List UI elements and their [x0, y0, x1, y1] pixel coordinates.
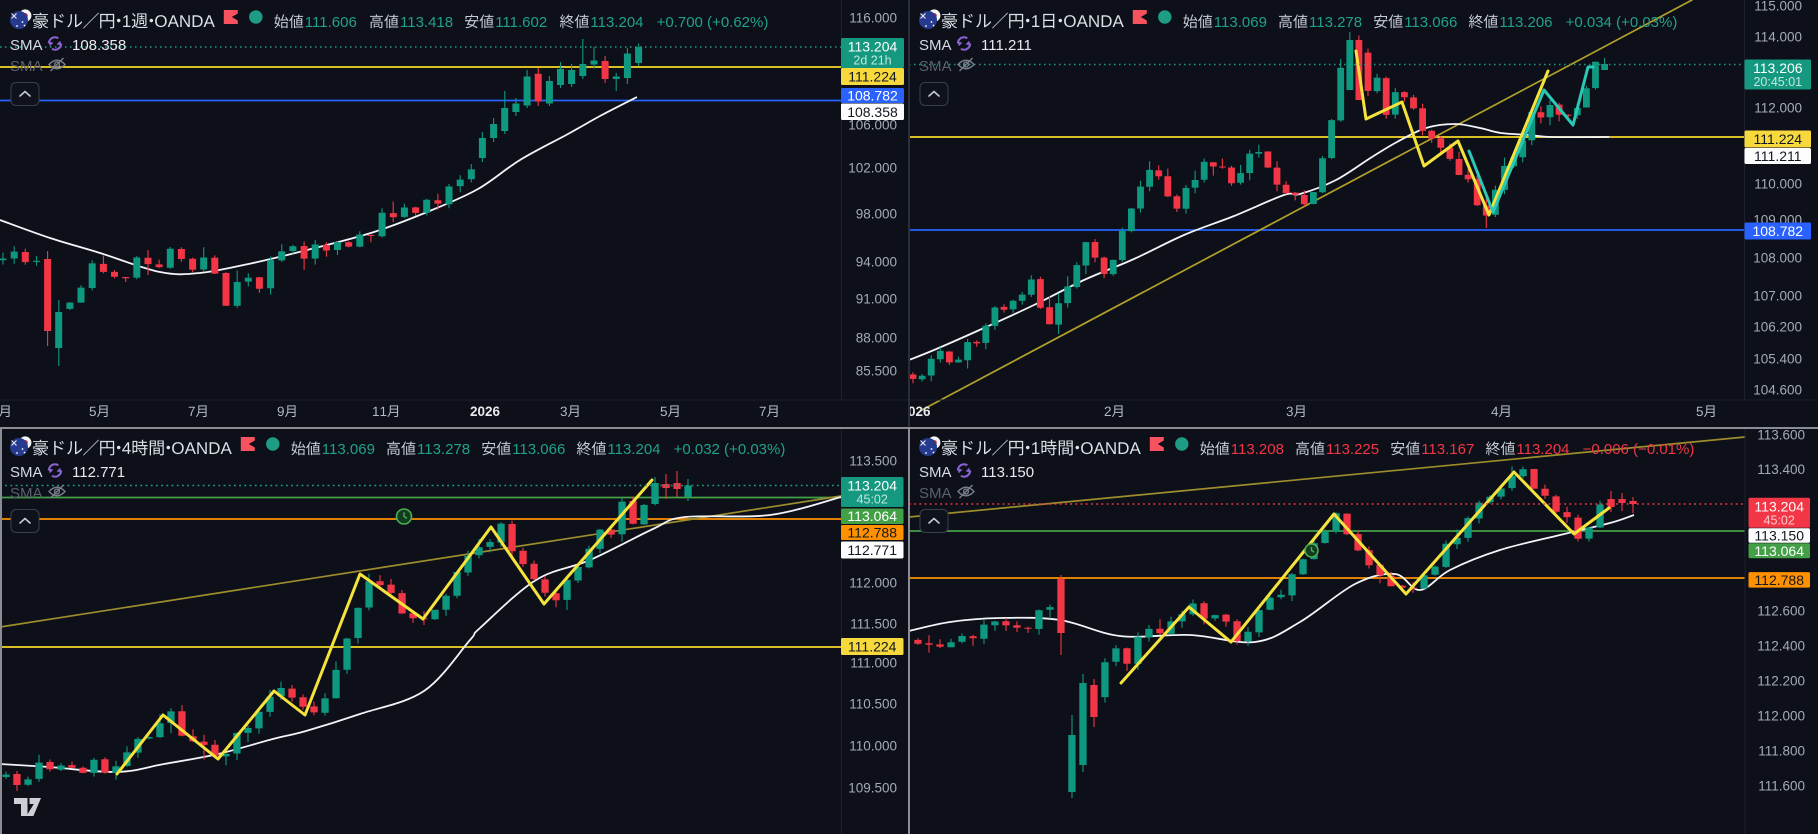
- svg-text:114.000: 114.000: [1754, 30, 1802, 45]
- svg-text:108.000: 108.000: [1753, 251, 1802, 266]
- svg-text:112.400: 112.400: [1757, 639, 1805, 654]
- svg-text:113.500: 113.500: [849, 454, 897, 469]
- svg-text:113.418: 113.418: [400, 14, 453, 31]
- svg-text:112.200: 112.200: [1757, 674, 1805, 689]
- svg-text:SMA: SMA: [10, 58, 43, 75]
- svg-text:2d 21h: 2d 21h: [853, 54, 891, 68]
- svg-text:115.000: 115.000: [1754, 0, 1802, 14]
- svg-text:20:45:01: 20:45:01: [1753, 75, 1802, 89]
- svg-text:111.211: 111.211: [1754, 148, 1802, 164]
- svg-text:113.150: 113.150: [1754, 528, 1804, 544]
- svg-text:111.224: 111.224: [848, 639, 897, 655]
- svg-text:−0.006 (−0.01%): −0.006 (−0.01%): [1583, 441, 1695, 458]
- svg-text:108.782: 108.782: [1752, 223, 1803, 239]
- svg-text:113.204: 113.204: [847, 478, 897, 494]
- svg-text:113.204: 113.204: [1516, 441, 1569, 458]
- svg-text:111.602: 111.602: [495, 14, 547, 31]
- svg-text:112.000: 112.000: [849, 576, 897, 591]
- svg-text:85.500: 85.500: [856, 364, 897, 379]
- svg-text:113.204: 113.204: [590, 14, 643, 31]
- svg-text:110.000: 110.000: [849, 739, 897, 754]
- svg-text:108.358: 108.358: [847, 104, 898, 120]
- svg-text:SMA: SMA: [10, 485, 43, 502]
- svg-text:112.000: 112.000: [1757, 709, 1805, 724]
- svg-text:107.000: 107.000: [1753, 289, 1802, 304]
- svg-text:110.000: 110.000: [1754, 177, 1802, 192]
- svg-text:113.204: 113.204: [1754, 498, 1804, 514]
- svg-text:113.150: 113.150: [981, 464, 1034, 481]
- svg-text:108.782: 108.782: [847, 88, 898, 104]
- svg-text:SMA: SMA: [919, 37, 952, 54]
- svg-text:113.204: 113.204: [607, 441, 660, 458]
- svg-text:111.800: 111.800: [1758, 744, 1805, 759]
- svg-text:111.500: 111.500: [850, 617, 897, 632]
- svg-text:110.500: 110.500: [849, 697, 897, 712]
- svg-text:SMA: SMA: [919, 58, 952, 75]
- svg-text:108.358: 108.358: [72, 37, 126, 54]
- svg-text:113.225: 113.225: [1326, 441, 1379, 458]
- svg-text:111.000: 111.000: [850, 656, 897, 671]
- svg-text:+0.034 (+0.03%): +0.034 (+0.03%): [1566, 14, 1678, 31]
- svg-text:113.066: 113.066: [1404, 14, 1457, 31]
- svg-text:112.788: 112.788: [847, 525, 897, 541]
- svg-text:111.224: 111.224: [848, 69, 897, 85]
- svg-text:113.278: 113.278: [417, 441, 470, 458]
- svg-text:113.278: 113.278: [1309, 14, 1362, 31]
- svg-text:113.069: 113.069: [1214, 14, 1267, 31]
- svg-text:102.000: 102.000: [848, 161, 897, 176]
- svg-text:111.600: 111.600: [1758, 779, 1805, 794]
- svg-text:2026: 2026: [470, 404, 501, 419]
- svg-text:116.000: 116.000: [849, 11, 897, 26]
- svg-text:45:02: 45:02: [1764, 513, 1795, 527]
- svg-text:+0.032 (+0.03%): +0.032 (+0.03%): [674, 441, 786, 458]
- svg-text:113.069: 113.069: [322, 441, 375, 458]
- svg-text:91.000: 91.000: [856, 292, 897, 307]
- svg-text:104.600: 104.600: [1753, 383, 1802, 398]
- svg-text:111.606: 111.606: [305, 14, 357, 31]
- svg-text:112.788: 112.788: [1754, 572, 1804, 588]
- svg-text:113.206: 113.206: [1753, 60, 1803, 76]
- svg-text:+0.700 (+0.62%): +0.700 (+0.62%): [657, 14, 769, 31]
- svg-text:SMA: SMA: [10, 37, 43, 54]
- svg-text:106.200: 106.200: [1753, 320, 1802, 335]
- svg-text:2026: 2026: [909, 404, 931, 419]
- svg-text:113.167: 113.167: [1421, 441, 1474, 458]
- svg-text:109.500: 109.500: [848, 781, 897, 796]
- svg-text:SMA: SMA: [919, 464, 952, 481]
- svg-text:112.771: 112.771: [72, 464, 125, 481]
- svg-text:105.400: 105.400: [1753, 352, 1802, 367]
- svg-text:106.000: 106.000: [848, 118, 897, 133]
- svg-text:98.000: 98.000: [856, 207, 897, 222]
- svg-text:SMA: SMA: [919, 485, 952, 502]
- svg-text:88.000: 88.000: [856, 331, 897, 346]
- svg-text:112.600: 112.600: [1757, 604, 1805, 619]
- svg-text:112.771: 112.771: [847, 542, 897, 558]
- svg-text:113.206: 113.206: [1499, 14, 1552, 31]
- svg-text:SMA: SMA: [10, 464, 43, 481]
- svg-text:112.000: 112.000: [1754, 101, 1802, 116]
- svg-text:113.204: 113.204: [848, 39, 898, 55]
- svg-text:113.064: 113.064: [847, 508, 897, 524]
- svg-text:111.224: 111.224: [1754, 131, 1803, 147]
- svg-text:111.211: 111.211: [981, 37, 1032, 54]
- svg-text:113.066: 113.066: [512, 441, 565, 458]
- svg-text:113.400: 113.400: [1757, 462, 1805, 477]
- svg-text:113.208: 113.208: [1231, 441, 1284, 458]
- svg-text:113.600: 113.600: [1757, 428, 1805, 443]
- svg-text:94.000: 94.000: [856, 255, 897, 270]
- svg-text:45:02: 45:02: [857, 493, 888, 507]
- svg-text:113.064: 113.064: [1754, 543, 1804, 559]
